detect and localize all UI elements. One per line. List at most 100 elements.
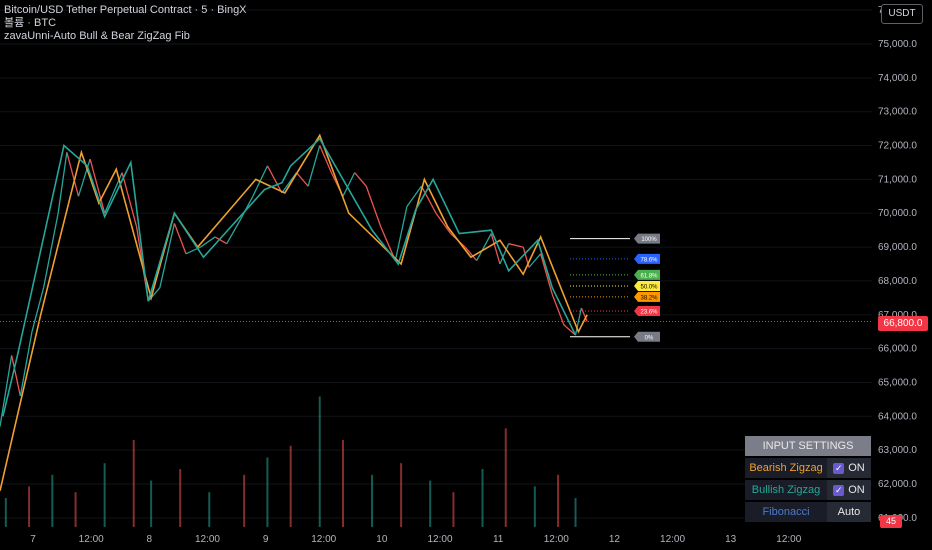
price-segment: [476, 233, 492, 261]
fib-level-tag: [634, 331, 660, 342]
price-segment: [528, 253, 542, 268]
price-segment: [66, 152, 80, 197]
x-tick-label: 7: [30, 534, 36, 545]
y-tick-label: 73,000.0: [878, 107, 917, 118]
price-segment: [214, 236, 228, 245]
settings-row-bearish[interactable]: Bearish Zigzag ✓ ON: [745, 458, 871, 478]
bearish-zigzag-label: Bearish Zigzag: [745, 458, 827, 478]
fib-level-tag: [634, 281, 660, 291]
price-segment: [490, 233, 501, 265]
price-segment: [508, 243, 524, 248]
price-segment: [0, 355, 13, 427]
y-tick-label: 64,000.0: [878, 411, 917, 422]
price-segment: [147, 287, 161, 302]
x-tick-label: 10: [376, 534, 388, 545]
price-segment: [31, 287, 45, 332]
bullish-zigzag-value: ON: [848, 484, 865, 496]
fib-level-tag: [634, 291, 660, 302]
price-segment: [266, 165, 283, 194]
volume-bar: [452, 492, 455, 527]
y-tick-label: 70,000.0: [878, 208, 917, 219]
y-tick-label: 66,000.0: [878, 344, 917, 355]
price-segment: [365, 185, 382, 227]
current-price-tag: 66,800.0: [878, 316, 928, 331]
volume-legend[interactable]: 볼륨 · BTC: [4, 17, 57, 29]
symbol-title[interactable]: Bitcoin/USD Tether Perpetual Contract · …: [4, 4, 247, 16]
volume-bar: [74, 492, 77, 527]
fibonacci-value: Auto: [837, 506, 861, 518]
bullish-zigzag-line: [2, 137, 577, 417]
fib-level-label: 0%: [645, 335, 654, 341]
price-segment: [10, 355, 21, 397]
fib-level-label: 23.6%: [640, 310, 658, 316]
price-segment: [435, 212, 452, 234]
y-tick-label: 65,000.0: [878, 377, 917, 388]
volume-bar: [28, 486, 31, 527]
price-segment: [226, 223, 239, 245]
fib-level-label: 100%: [641, 237, 657, 243]
fib-level-tag: [634, 306, 660, 317]
volume-bar: [243, 474, 246, 527]
volume-bar: [318, 396, 321, 527]
price-segment: [42, 213, 59, 288]
volume-bar: [208, 492, 211, 527]
chart-legend: Bitcoin/USD Tether Perpetual Contract · …: [4, 4, 247, 43]
price-segment: [89, 158, 106, 214]
price-segment: [307, 145, 321, 187]
checkbox-icon[interactable]: ✓: [833, 484, 845, 496]
fib-level-tag: [634, 253, 660, 264]
volume-bar: [266, 457, 269, 527]
volume-bar: [179, 469, 182, 527]
volume-bar: [429, 480, 432, 527]
checkbox-icon[interactable]: ✓: [833, 462, 845, 474]
volume-bar: [51, 474, 54, 527]
volume-bar: [4, 498, 7, 527]
x-tick-label: 12:00: [660, 534, 685, 545]
settings-row-bullish[interactable]: Bullish Zigzag ✓ ON: [745, 480, 871, 500]
x-tick-label: 12:00: [311, 534, 336, 545]
price-segment: [354, 172, 367, 187]
x-tick-label: 12:00: [79, 534, 104, 545]
volume-bar: [103, 463, 106, 527]
price-segment: [574, 307, 582, 336]
settings-row-fibonacci[interactable]: Fibonacci Auto: [745, 502, 871, 522]
price-segment: [200, 236, 216, 248]
fib-level-label: 61.8%: [640, 273, 658, 279]
currency-button[interactable]: USDT: [881, 4, 923, 24]
volume-bar: [400, 463, 403, 527]
price-segment: [281, 172, 298, 194]
bullish-zigzag-label: Bullish Zigzag: [745, 480, 827, 500]
y-tick-label: 74,000.0: [878, 73, 917, 84]
price-segment: [173, 223, 187, 255]
y-tick-label: 69,000.0: [878, 242, 917, 253]
volume-bar: [371, 474, 374, 527]
volume-bar: [289, 445, 292, 527]
fib-level-tag: [634, 269, 660, 280]
price-segment: [406, 185, 422, 207]
bearish-zigzag-value: ON: [848, 462, 865, 474]
volume-bar: [132, 440, 135, 527]
indicator-legend[interactable]: zavaUnni-Auto Bull & Bear ZigZag Fib: [4, 30, 190, 42]
volume-bar: [504, 428, 507, 527]
y-tick-label: 71,000.0: [878, 174, 917, 185]
x-tick-label: 13: [725, 534, 737, 545]
y-tick-label: 75,000.0: [878, 39, 917, 50]
price-segment: [540, 253, 553, 295]
y-tick-label: 63,000.0: [878, 445, 917, 456]
price-segment: [319, 145, 332, 173]
volume-bar: [533, 486, 536, 527]
settings-header: INPUT SETTINGS: [745, 436, 871, 456]
price-segment: [57, 152, 68, 214]
current-volume-tag: 45: [880, 515, 902, 528]
price-segment: [551, 294, 565, 326]
fib-level-tag: [634, 233, 660, 244]
price-segment: [342, 172, 356, 197]
y-tick-label: 68,000.0: [878, 276, 917, 287]
bearish-zigzag-line: [0, 133, 588, 491]
x-tick-label: 12: [609, 534, 621, 545]
price-segment: [563, 324, 576, 336]
price-segment: [159, 223, 176, 288]
x-tick-label: 12:00: [427, 534, 452, 545]
x-tick-label: 12:00: [544, 534, 569, 545]
